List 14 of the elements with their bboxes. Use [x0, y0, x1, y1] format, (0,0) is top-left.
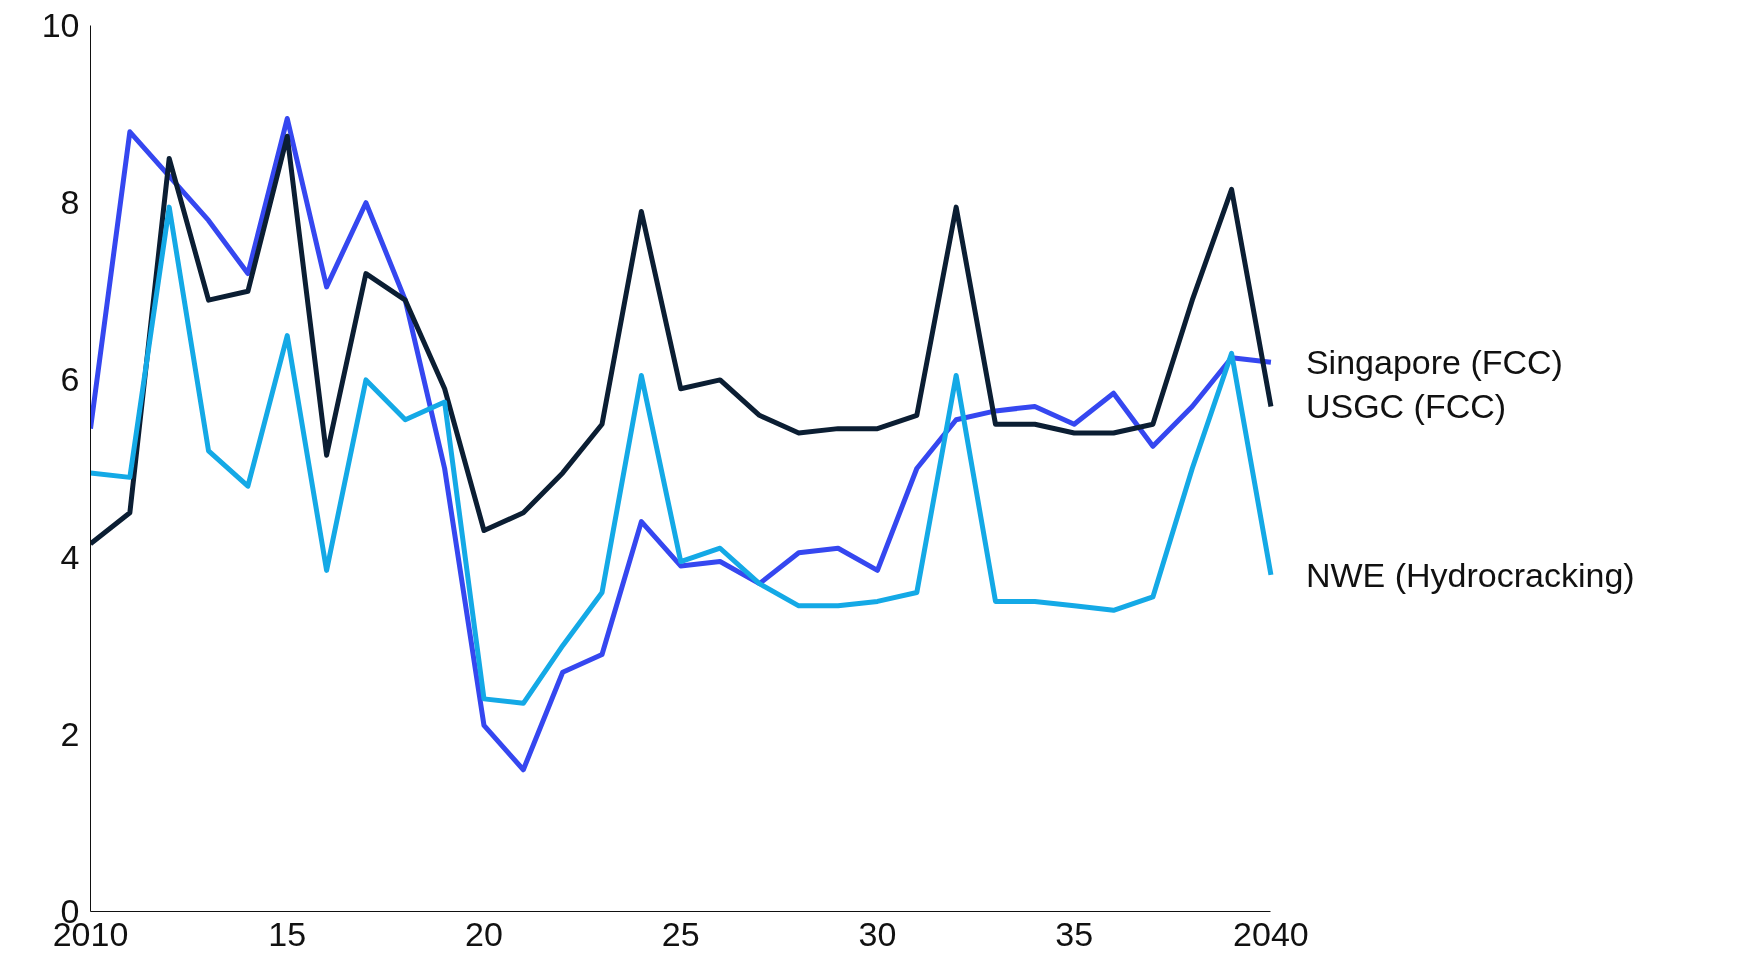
x-tick-label: 25 — [661, 914, 700, 953]
x-tick-label: 2040 — [1233, 914, 1309, 953]
series-label: NWE (Hydrocracking) — [1305, 555, 1635, 594]
x-tick-label: 35 — [1055, 914, 1094, 953]
x-tick-label: 20 — [465, 914, 503, 953]
series-label: USGC (FCC) — [1305, 387, 1507, 426]
series-label: Singapore (FCC) — [1305, 343, 1563, 382]
y-tick-label: 8 — [60, 183, 80, 222]
y-tick-label: 2 — [60, 714, 80, 753]
y-tick-label: 4 — [60, 537, 80, 576]
x-tick-label: 30 — [858, 914, 897, 953]
x-tick-label: 15 — [268, 914, 307, 953]
y-tick-label: 10 — [41, 6, 80, 44]
y-tick-label: 6 — [60, 360, 80, 399]
